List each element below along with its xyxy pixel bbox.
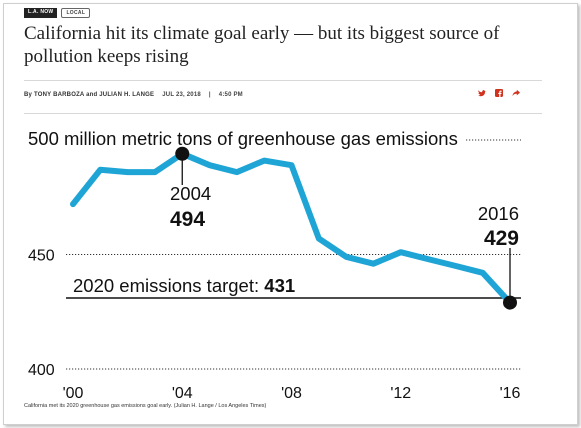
x-tick-label: '08 [281,385,302,402]
x-tick-label: '12 [390,385,411,402]
chart-title: 500 million metric tons of greenhouse ga… [28,128,458,149]
target-line-group: 2020 emissions target: 431 [66,275,521,298]
x-axis-ticks: '00 '04 '08 '12 '16 [63,385,521,402]
chart-caption: California met its 2020 greenhouse gas e… [24,403,266,409]
y-tick-label: 400 [28,362,55,379]
y-axis-ticks: 400 450 [28,248,55,380]
annotation-marker-2004 [175,147,189,161]
annotation-marker-2016 [503,296,517,310]
y-tick-label: 450 [28,248,55,265]
x-tick-label: '04 [172,385,193,402]
annotation-year-2016: 2016 [478,203,519,224]
x-tick-label: '16 [500,385,521,402]
target-label: 2020 emissions target: 431 [73,275,295,296]
annotation-year-2004: 2004 [170,183,211,204]
annotation-value-2004: 494 [170,208,205,231]
x-tick-label: '00 [63,385,84,402]
annotation-value-2016: 429 [484,227,519,250]
